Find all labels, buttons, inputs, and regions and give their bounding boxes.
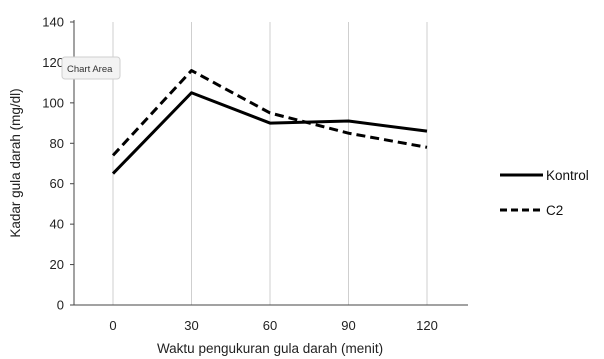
- y-tick-label-100: 100: [42, 95, 64, 110]
- legend-label-kontrol: Kontrol: [546, 168, 589, 183]
- series-line-kontrol: [111, 91, 428, 175]
- x-tick-label-0: 0: [109, 318, 116, 333]
- legend: Kontrol C2: [500, 168, 589, 218]
- y-tick-label-120: 120: [42, 55, 64, 70]
- x-tick-label-120: 120: [416, 318, 438, 333]
- y-tick-labels: 0 20 40 60 80 100 120 140: [42, 15, 64, 313]
- y-tick-label-60: 60: [50, 176, 64, 191]
- y-tick-label-0: 0: [57, 298, 64, 313]
- y-tick-label-140: 140: [42, 15, 64, 30]
- chart-area-tooltip: Chart Area: [61, 56, 121, 80]
- y-tick-label-40: 40: [50, 217, 64, 232]
- x-tick-label-60: 60: [263, 318, 277, 333]
- x-tick-label-30: 30: [184, 318, 198, 333]
- series-lines: [111, 69, 428, 175]
- x-tick-labels: 0 30 60 90 120: [109, 318, 437, 333]
- x-tick-label-90: 90: [341, 318, 355, 333]
- y-tick-label-20: 20: [50, 257, 64, 272]
- series-line-c2: [111, 69, 428, 157]
- chart-area-tooltip-label: Chart Area: [67, 64, 113, 75]
- y-axis-title: Kadar gula darah (mg/dl): [8, 88, 23, 237]
- legend-label-c2: C2: [546, 203, 563, 218]
- x-axis-title: Waktu pengukuran gula darah (menit): [157, 341, 383, 356]
- y-tick-label-80: 80: [50, 136, 64, 151]
